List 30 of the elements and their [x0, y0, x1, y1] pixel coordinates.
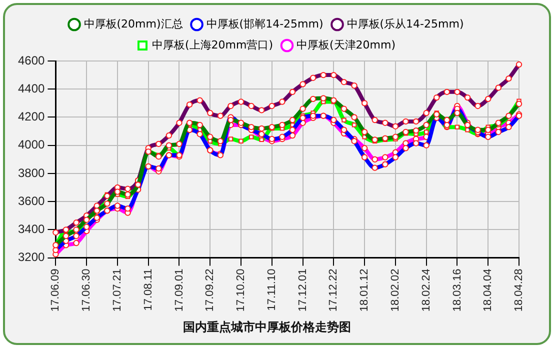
y-tick-label: 3400 — [18, 222, 46, 236]
x-tick-label: 17.09.01 — [173, 268, 186, 312]
legend-label: 中厚板(20mm)汇总 — [84, 17, 183, 30]
x-tick-label: 18.03.16 — [451, 268, 464, 312]
x-tick-label: 18.02.24 — [420, 268, 432, 312]
x-tick-label: 18.04.28 — [513, 268, 526, 312]
x-tick-label: 17.08.11 — [142, 268, 154, 311]
y-tick-label: 4600 — [18, 53, 46, 68]
legend-label: 中厚板(上海20mm营口) — [152, 38, 274, 52]
x-tick-label: 17.06.09 — [50, 268, 62, 312]
x-tick-label: 17.12.01 — [296, 268, 309, 312]
x-tick-label: 18.01.12 — [358, 268, 371, 312]
x-tick-label: 17.07.21 — [112, 268, 124, 312]
y-tick-label: 3600 — [18, 194, 46, 208]
x-tick-label: 17.10.20 — [235, 268, 248, 312]
y-tick-label: 4000 — [18, 138, 46, 152]
legend-label: 中厚板(乐从14-25mm) — [346, 17, 464, 30]
text: 国内重点城市中厚板价格走势图 — [183, 320, 351, 334]
y-tick-label: 4400 — [18, 81, 46, 96]
x-tick-label: 17.06.30 — [80, 268, 93, 312]
x-tick-label: 17.12.22 — [328, 268, 340, 312]
y-tick-label: 3200 — [18, 250, 46, 264]
y-tick-label: 4200 — [18, 110, 46, 124]
legend-label: 中厚板(天津20mm) — [296, 38, 396, 52]
x-tick-label: 17.09.22 — [204, 268, 216, 312]
y-tick-label: 3800 — [18, 166, 46, 180]
x-tick-label: 17.11.10 — [266, 268, 278, 311]
legend-label: 中厚板(邯郸14-25mm) — [206, 17, 324, 30]
x-tick-label: 18.04.04 — [482, 268, 494, 312]
x-tick-label: 18.02.02 — [389, 268, 402, 312]
